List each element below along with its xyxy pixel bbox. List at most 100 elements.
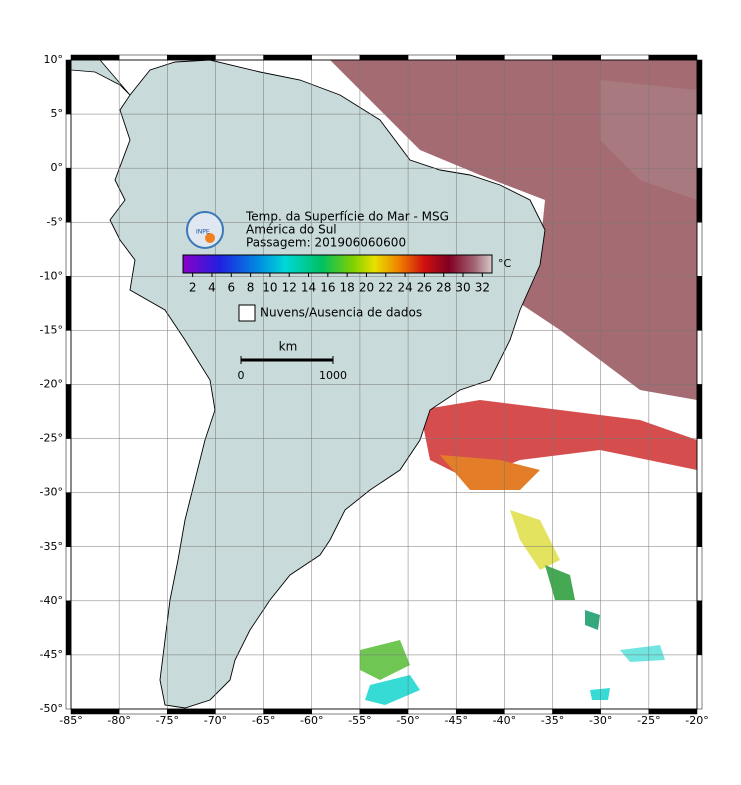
y-tick-label: -25° [40, 432, 63, 445]
frame-segment [70, 54, 120, 61]
y-tick-label: -40° [40, 594, 63, 607]
colorbar-tick-label: 22 [378, 281, 393, 295]
y-tick-label: -10° [40, 269, 63, 282]
frame [65, 54, 703, 715]
legend-swatch [238, 304, 256, 322]
colorbar-ramp [182, 254, 493, 274]
y-tick-label: -45° [40, 648, 63, 661]
frame-outline [70, 59, 698, 710]
sst-orange [440, 455, 540, 490]
x-tick-label: -75° [156, 714, 179, 727]
colorbar-tick-label: 20 [359, 281, 374, 295]
frame-segment [696, 330, 703, 385]
x-tick-label: -55° [348, 714, 371, 727]
colorbar-tick-label: 4 [208, 281, 216, 295]
frame-segment [65, 59, 72, 115]
colorbar-tick-label: 24 [397, 281, 412, 295]
frame-segment [65, 492, 72, 547]
colorbar-tick-label: 10 [262, 281, 277, 295]
frame-segment [65, 438, 72, 493]
frame-segment [65, 546, 72, 602]
colorbar: °C 2 4 6 8 10 12 14 16 18 20 22 24 26 28 30 32 [182, 254, 512, 295]
sst-green2 [585, 610, 600, 630]
frame-segment [65, 167, 72, 223]
y-tick-label: -50° [40, 702, 63, 715]
y-tick-label: 0° [51, 161, 64, 174]
frame-segment [65, 276, 72, 331]
sst-data [330, 60, 697, 705]
frame-segment [648, 54, 698, 61]
x-tick-label: -20° [685, 714, 708, 727]
x-tick-label: -60° [300, 714, 323, 727]
y-tick-label: -20° [40, 378, 63, 391]
colorbar-unit: °C [498, 257, 512, 270]
frame-segment [504, 54, 553, 61]
x-tick-label: -25° [637, 714, 660, 727]
x-tick-label: -35° [541, 714, 564, 727]
frame-segment [600, 54, 650, 61]
sst-warmest [600, 80, 697, 200]
y-tick-label: -35° [40, 540, 63, 553]
frame-segment [455, 54, 505, 61]
y-tick-label: 10° [44, 53, 64, 66]
frame-segment [65, 654, 72, 710]
legend-label: Nuvens/Ausencia de dados [260, 306, 422, 320]
colorbar-tick-label: 28 [436, 281, 451, 295]
frame-segment [65, 384, 72, 439]
frame-segment [696, 222, 703, 277]
map-area [71, 60, 697, 709]
frame-segment [65, 113, 72, 169]
sst-cyan3 [590, 688, 610, 700]
frame-segment [167, 54, 216, 61]
x-tick-label: -50° [396, 714, 419, 727]
colorbar-tick-label: 18 [340, 281, 355, 295]
sst-cyan2 [620, 645, 665, 662]
y-tick-label: 5° [51, 107, 64, 120]
frame-segment [215, 54, 264, 61]
colorbar-tick-label: 2 [189, 281, 197, 295]
scale-bar: km 0 1000 [238, 340, 348, 383]
colorbar-tick-label: 8 [247, 281, 255, 295]
y-tick-label: -30° [40, 486, 63, 499]
title-line: América do Sul [246, 223, 337, 237]
title-line: Temp. da Superfície do Mar - MSG [245, 210, 449, 224]
frame-segment [696, 600, 703, 656]
frame-segment [696, 384, 703, 439]
y-tick-label: -5° [47, 215, 63, 228]
x-tick-label: -30° [589, 714, 612, 727]
logo-dot [205, 233, 215, 243]
frame-segment [696, 654, 703, 710]
colorbar-tick-label: 14 [301, 281, 316, 295]
frame-segment [696, 546, 703, 602]
frame-segment [696, 113, 703, 169]
colorbar-tick-label: 12 [282, 281, 297, 295]
colorbar-tick-label: 6 [227, 281, 235, 295]
frame-segment [696, 167, 703, 223]
scale-end: 1000 [319, 369, 347, 382]
graticule [71, 60, 697, 709]
scale-unit: km [279, 340, 298, 354]
title-line: Passagem: 201906060600 [246, 236, 406, 250]
colorbar-tick-label: 30 [455, 281, 470, 295]
frame-segment [263, 54, 313, 61]
frame-segment [65, 222, 72, 277]
central-america [71, 60, 131, 96]
logo-text: INPE [196, 229, 210, 236]
frame-segment [696, 492, 703, 547]
frame-segment [696, 438, 703, 493]
sst-cyan [365, 675, 420, 705]
frame-segment [311, 54, 361, 61]
frame-segment [118, 54, 168, 61]
colorbar-tick-label: 32 [475, 281, 490, 295]
title-block: INPE Temp. da Superfície do Mar - MSG Am… [186, 210, 449, 250]
x-tick-label: -80° [107, 714, 130, 727]
x-tick-label: -85° [59, 714, 82, 727]
sst-yellow [510, 510, 560, 570]
frame-segment [65, 330, 72, 385]
x-tick-label: -40° [493, 714, 516, 727]
scale-start: 0 [238, 369, 245, 382]
legend: Nuvens/Ausencia de dados [238, 304, 422, 322]
frame-segment [359, 54, 409, 61]
frame-segment [552, 54, 601, 61]
frame-segment [696, 59, 703, 115]
